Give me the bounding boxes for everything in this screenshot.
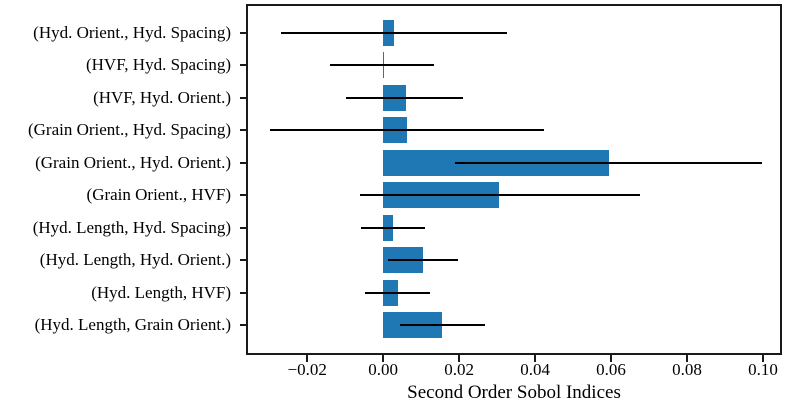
- x-tick: [382, 355, 385, 362]
- error-bar: [345, 96, 464, 99]
- error-bar: [270, 129, 545, 132]
- x-tick-label: 0.10: [748, 360, 778, 379]
- y-tick: [239, 96, 246, 99]
- y-tick: [239, 161, 246, 164]
- x-tick: [762, 355, 764, 362]
- plot-area: [246, 4, 782, 355]
- error-bar: [400, 323, 485, 326]
- x-tick-label: 0.04: [520, 360, 550, 379]
- error-bar: [359, 194, 640, 197]
- x-tick: [306, 355, 309, 362]
- y-tick: [239, 259, 246, 262]
- y-tick-label: (Grain Orient., Hyd. Spacing): [27, 120, 231, 140]
- y-tick-label: (Hyd. Length, Grain Orient.): [34, 314, 231, 334]
- y-tick: [239, 31, 246, 34]
- error-bar: [281, 31, 508, 34]
- x-tick-label: 0.00: [368, 360, 398, 379]
- y-tick: [239, 129, 246, 132]
- y-tick: [239, 194, 246, 197]
- y-tick-label: (HVF, Hyd. Spacing): [85, 55, 231, 75]
- x-tick-label: 0.06: [596, 360, 626, 379]
- x-tick-label: 0.08: [672, 360, 702, 379]
- error-bar: [388, 259, 459, 262]
- y-tick-label: (HVF, Hyd. Orient.): [93, 87, 231, 107]
- y-tick-label: (Grain Orient., Hyd. Orient.): [35, 152, 231, 172]
- y-tick: [239, 226, 246, 229]
- x-tick: [686, 355, 689, 362]
- x-tick: [458, 355, 461, 362]
- y-tick: [239, 64, 246, 67]
- y-tick-label: (Grain Orient., HVF): [86, 185, 231, 205]
- error-bar: [454, 161, 762, 164]
- y-tick-label: (Hyd. Length, Hyd. Spacing): [32, 217, 231, 237]
- y-tick-label: (Hyd. Length, HVF): [91, 282, 231, 302]
- y-tick: [239, 291, 246, 294]
- y-tick-label: (Hyd. Orient., Hyd. Spacing): [33, 22, 231, 42]
- x-tick-label: −0.02: [287, 360, 327, 379]
- y-tick-label: (Hyd. Length, Hyd. Orient.): [39, 250, 231, 270]
- x-tick-label: 0.02: [444, 360, 474, 379]
- error-bar: [365, 291, 431, 294]
- x-axis-label: Second Order Sobol Indices: [407, 382, 621, 403]
- x-tick: [534, 355, 537, 362]
- y-tick: [239, 323, 246, 326]
- x-tick: [610, 355, 613, 362]
- error-bar: [360, 226, 426, 229]
- error-bar: [330, 64, 435, 67]
